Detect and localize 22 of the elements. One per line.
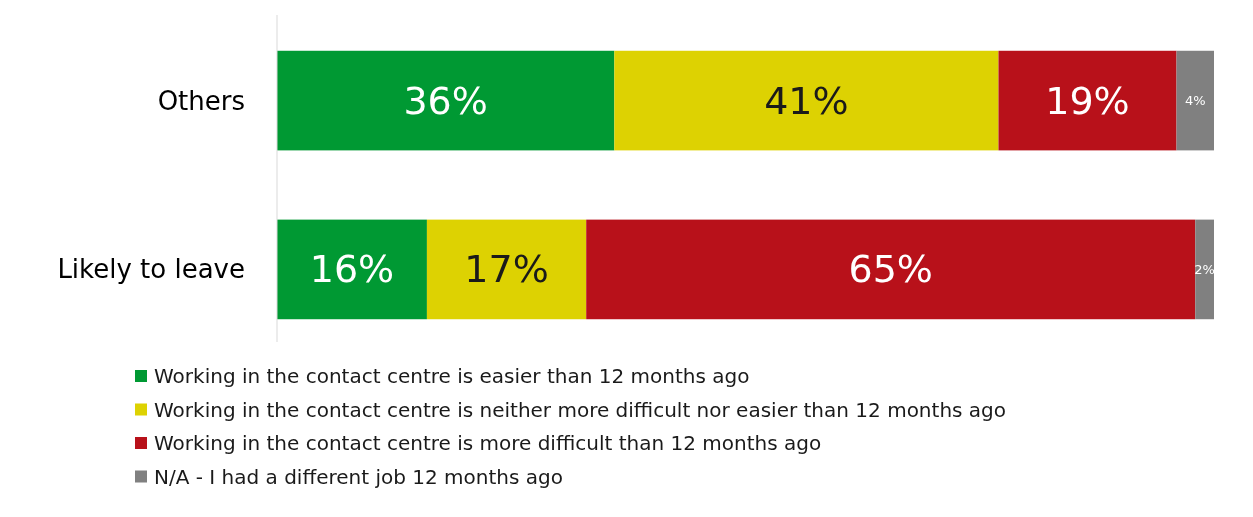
data-label: 65% xyxy=(848,247,933,292)
data-label: 19% xyxy=(1045,78,1130,123)
data-label: 4% xyxy=(1184,93,1206,109)
y-tick-label: Others xyxy=(157,85,245,116)
data-label: 41% xyxy=(764,78,849,123)
bar xyxy=(586,219,1196,320)
y-tick-label: Likely to leave xyxy=(57,254,245,285)
data-label: 16% xyxy=(309,247,395,292)
bar xyxy=(426,219,587,320)
legend-label: N/A - I had a different job 12 months ago xyxy=(154,464,563,489)
data-label: 17% xyxy=(464,247,549,292)
bar xyxy=(614,50,999,151)
legend-label: Working in the contact centre is neither more difficult nor easier than 12 months ago xyxy=(154,397,1007,422)
bar xyxy=(277,219,427,320)
data-label: 36% xyxy=(403,78,488,123)
bar xyxy=(277,50,615,151)
bar xyxy=(1176,50,1214,151)
bar xyxy=(998,50,1177,151)
data-label: 2% xyxy=(1194,261,1215,277)
legend-label: Working in the contact centre is more difficult than 12 months ago xyxy=(154,431,822,455)
legend-label: Working in the contact centre is easier than 12 months ago xyxy=(154,364,750,388)
bar xyxy=(1195,219,1214,320)
